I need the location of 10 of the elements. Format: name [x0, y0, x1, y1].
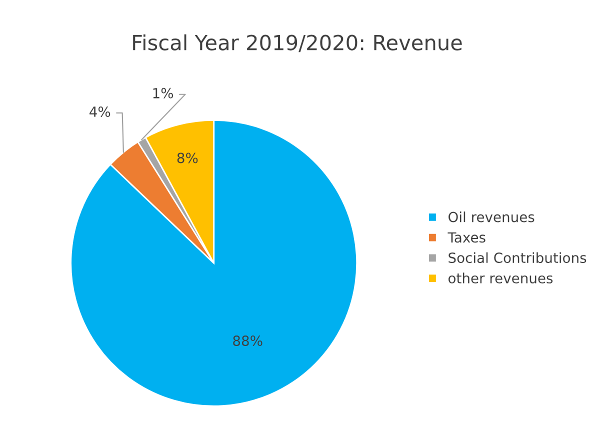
legend-label: Oil revenues	[448, 212, 534, 222]
data-label: 88%	[233, 336, 262, 346]
data-label: 8%	[177, 152, 198, 164]
legend-label: Taxes	[448, 232, 486, 243]
data-label: 1%	[153, 88, 174, 98]
legend-label: other revenues	[448, 272, 553, 284]
pie-slice	[70, 119, 358, 407]
data-label: 4%	[90, 106, 110, 117]
legend-label: Social Contributions	[448, 252, 586, 264]
chart-title: Fiscal Year 2019/2020: Revenue	[133, 34, 462, 52]
